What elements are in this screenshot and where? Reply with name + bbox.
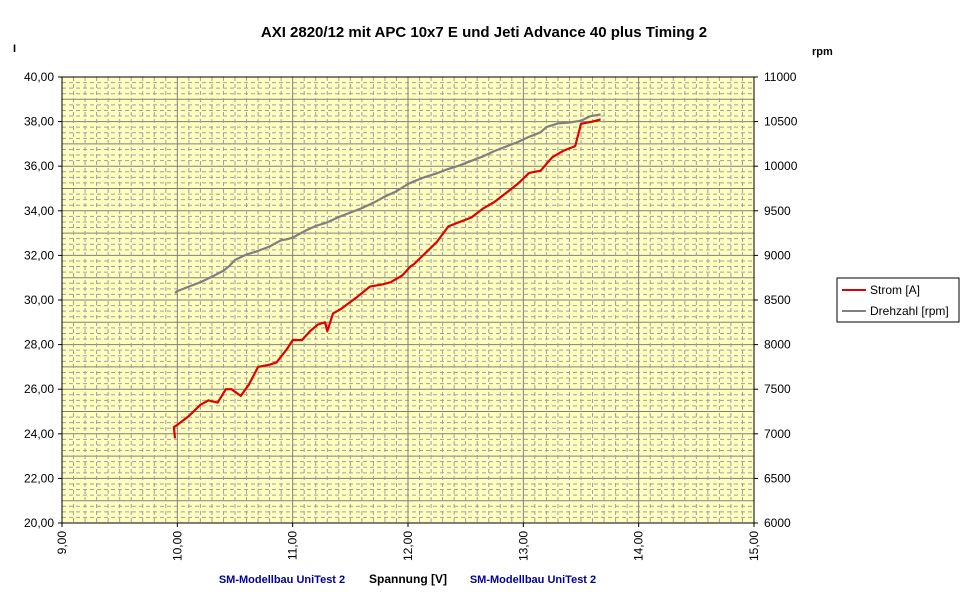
x-tick-label: 12,00 <box>401 531 415 561</box>
chart-title: AXI 2820/12 mit APC 10x7 E und Jeti Adva… <box>261 24 707 41</box>
x-tick-label: 15,00 <box>747 531 761 561</box>
y-left-tick-label: 30,00 <box>24 293 54 307</box>
x-tick-label: 9,00 <box>55 531 69 555</box>
y-right-tick-label: 11000 <box>764 70 797 84</box>
y-right-tick-label: 8000 <box>764 338 791 352</box>
y-left-tick-label: 22,00 <box>24 471 54 485</box>
x-tick-label: 10,00 <box>170 531 184 561</box>
y-left-tick-label: 28,00 <box>24 338 54 352</box>
series-lines <box>172 113 601 439</box>
y-right-tick-label: 6000 <box>764 516 791 530</box>
axis-ticks: 20,00 22,00 24,00 26,00 28,00 30,00 32,00 34,00… <box>24 70 798 561</box>
y-right-tick-label: 7000 <box>764 427 791 441</box>
y-left-tick-label: 24,00 <box>24 427 54 441</box>
x-axis-label: Spannung [V] <box>369 572 447 586</box>
x-tick-label: 11,00 <box>286 531 300 560</box>
y-right-tick-label: 10000 <box>764 159 798 173</box>
y-right-tick-label: 9000 <box>764 248 791 262</box>
y-right-tick-label: 6500 <box>764 471 791 485</box>
y-left-tick-label: 32,00 <box>24 248 54 262</box>
legend: Strom [A] Drehzahl [rpm] <box>836 277 960 323</box>
legend-label-drehzahl: Drehzahl [rpm] <box>870 304 949 318</box>
gridlines <box>62 77 754 523</box>
y-left-tick-label: 40,00 <box>24 70 54 84</box>
x-tick-label: 14,00 <box>632 531 646 561</box>
legend-label-strom: Strom [A] <box>870 283 920 297</box>
y-left-axis-label: I <box>13 43 16 55</box>
y-left-tick-label: 20,00 <box>24 516 54 530</box>
y-right-tick-label: 8500 <box>764 293 791 307</box>
y-right-tick-label: 9500 <box>764 204 791 218</box>
legend-box <box>836 277 960 323</box>
y-left-tick-label: 36,00 <box>24 159 54 173</box>
series-line-strom <box>172 118 601 439</box>
x-tick-label: 13,00 <box>516 531 530 561</box>
y-left-tick-label: 38,00 <box>24 115 54 129</box>
y-right-axis-label: rpm <box>812 46 833 58</box>
y-right-tick-label: 7500 <box>764 382 791 396</box>
y-left-tick-label: 34,00 <box>24 204 54 218</box>
series-line-drehzahl <box>174 113 601 294</box>
footer-right: SM-Modellbau UniTest 2 <box>470 574 596 586</box>
y-left-tick-label: 26,00 <box>24 382 54 396</box>
footer-left: SM-Modellbau UniTest 2 <box>219 574 345 586</box>
y-right-tick-label: 10500 <box>764 115 798 129</box>
